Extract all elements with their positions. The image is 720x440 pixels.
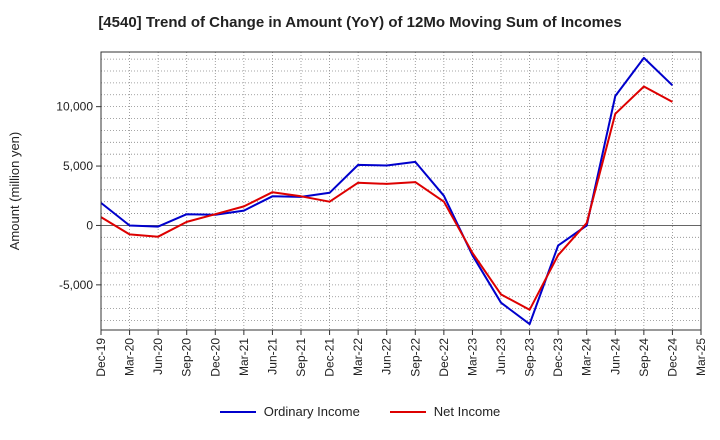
axis-layer: -5,000 0 5,000 10,000 Dec-19 Mar-20 Jun-20 Sep-… [56,51,708,377]
x-tick-label: Mar-22 [351,338,365,376]
x-tick-label: Jun-20 [151,338,165,375]
x-tick-label: Jun-23 [494,338,508,375]
y-tick-label: 0 [86,218,93,232]
chart-title: [4540] Trend of Change in Amount (YoY) o… [98,14,622,31]
series-layer [100,56,674,326]
x-tick-label: Dec-23 [551,338,565,377]
x-tick-label: Sep-22 [408,338,422,377]
legend-item-ordinary-income: Ordinary Income [219,404,360,419]
x-tick-label: Jun-24 [608,338,622,375]
x-tick-label: Mar-24 [580,338,594,376]
y-tick-label: 10,000 [56,100,93,114]
legend-swatch-net-income [389,410,426,413]
y-tick-label: -5,000 [59,278,93,292]
legend-label-ordinary-income: Ordinary Income [263,404,360,419]
legend-swatch-ordinary-income [219,410,256,413]
x-tick-label: Dec-20 [208,338,222,377]
series-line-net-income [100,85,673,311]
legend-label-net-income: Net Income [433,404,501,419]
x-tick-label: Sep-23 [523,338,537,377]
y-tick-label: 5,000 [63,159,93,173]
x-tick-label: Sep-24 [637,338,651,377]
x-tick-label: Jun-22 [380,338,394,375]
x-tick-label: Sep-21 [294,338,308,377]
x-tick-label: Mar-25 [694,338,708,376]
plot-frame [100,51,702,331]
x-tick-label: Dec-21 [323,338,337,377]
legend-item-net-income: Net Income [389,404,501,419]
x-tick-label: Mar-23 [465,338,479,376]
y-axis-label: Amount (million yen) [7,132,22,251]
x-tick-label: Sep-20 [180,338,194,377]
x-tick-label: Mar-20 [123,338,137,376]
series-line-ordinary-income [100,56,674,326]
x-tick-label: Mar-21 [237,338,251,376]
x-tick-label: Jun-21 [265,338,279,375]
grid-layer [100,52,702,330]
x-tick-label: Dec-19 [94,338,108,377]
x-tick-label: Dec-24 [665,338,679,377]
x-tick-label: Dec-22 [437,338,451,377]
legend: Ordinary Income Net Income [0,404,720,419]
